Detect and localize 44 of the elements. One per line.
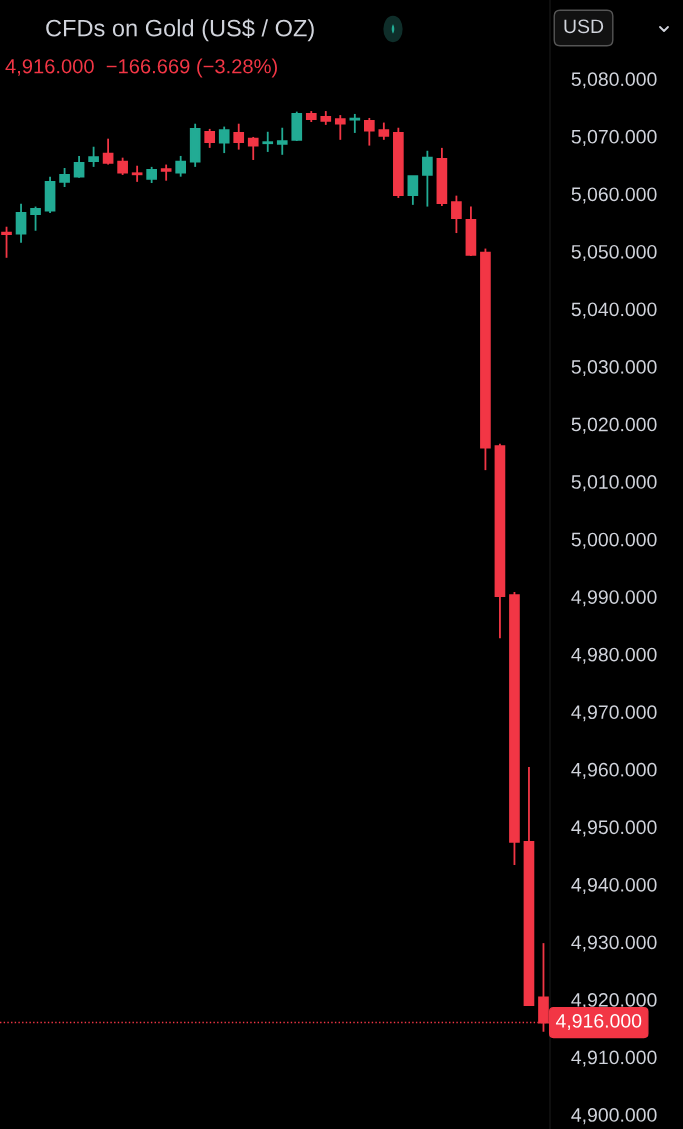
candlestick — [363, 117, 375, 147]
y-tick-label: 4,930.000 — [571, 935, 657, 952]
y-tick-label: 4,900.000 — [571, 1108, 657, 1125]
text: USD — [564, 19, 604, 34]
candlestick — [30, 205, 41, 232]
candlestick — [15, 202, 27, 244]
candlestick — [88, 145, 99, 168]
candlestick — [1, 225, 12, 259]
y-tick-label: 4,990.000 — [571, 590, 657, 607]
candlestick — [451, 194, 462, 234]
y-tick-label: 5,000.000 — [571, 532, 657, 549]
y-tick-label: 5,010.000 — [571, 475, 657, 492]
candlestick — [102, 137, 114, 166]
y-tick-label: 5,050.000 — [571, 244, 657, 261]
candlestick — [59, 167, 70, 188]
ref-line-label: 4,916.000 — [555, 1014, 642, 1031]
candlestick — [407, 175, 419, 206]
y-tick-label: 5,030.000 — [571, 360, 657, 377]
candlestick — [204, 127, 216, 149]
candlestick — [349, 113, 361, 134]
y-tick-label: 4,970.000 — [571, 705, 657, 722]
candlestick — [247, 136, 259, 161]
candlestick — [276, 126, 288, 156]
candlestick — [73, 155, 85, 179]
y-tick-label: 4,940.000 — [571, 877, 657, 894]
candlestick — [262, 130, 274, 153]
y-tick-label: 5,080.000 — [571, 72, 657, 89]
y-tick-label: 4,920.000 — [571, 993, 657, 1010]
y-tick-label: 5,070.000 — [571, 129, 657, 146]
y-tick-label: 4,910.000 — [571, 1050, 657, 1067]
text: CFDs on Gold (US$ / OZ) — [46, 18, 314, 42]
candlestick — [218, 125, 230, 154]
y-tick-label: 4,950.000 — [571, 820, 657, 837]
y-tick-label: 5,040.000 — [571, 302, 657, 319]
y-tick-label: 5,060.000 — [571, 187, 657, 204]
candlestick — [334, 114, 346, 141]
text: 4,916.000 −166.669 (−3.28%) — [5, 58, 277, 78]
candlestick — [422, 149, 433, 208]
y-tick-label: 5,020.000 — [571, 417, 657, 434]
y-tick-label: 4,980.000 — [571, 647, 657, 664]
candlestick — [233, 122, 245, 151]
candlestick — [131, 164, 143, 183]
y-tick-label: 4,960.000 — [571, 762, 657, 779]
candlestick — [175, 155, 187, 178]
